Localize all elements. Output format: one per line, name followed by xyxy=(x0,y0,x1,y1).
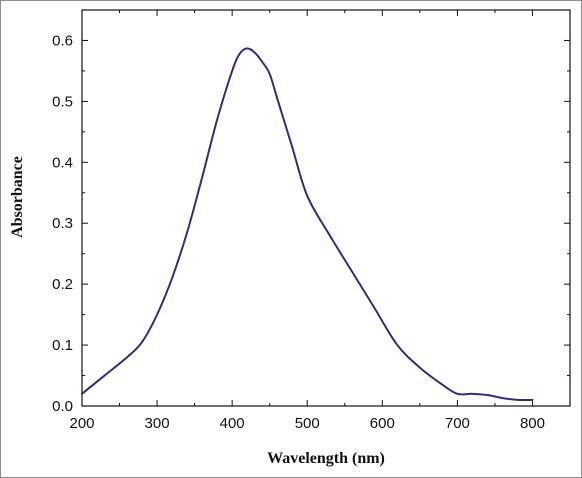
y-tick-label: 0.4 xyxy=(52,154,73,171)
tick-marks: 200 300 400 500 600 700 800 0.0 0.1 0.2 0.3 0.4 0.5 0… xyxy=(52,9,570,432)
absorbance-series-line xyxy=(81,47,534,402)
x-tick-label: 500 xyxy=(295,415,320,432)
y-tick-label: 0.0 xyxy=(52,398,73,415)
x-tick-label: 600 xyxy=(370,415,395,432)
x-tick-label: 700 xyxy=(445,415,470,432)
y-tick-label: 0.5 xyxy=(52,93,73,110)
x-tick-label: 400 xyxy=(220,415,245,432)
y-axis-label: Absorbance xyxy=(9,156,26,238)
y-tick-label: 0.2 xyxy=(52,276,73,293)
x-tick-label: 200 xyxy=(69,415,94,432)
y-tick-label: 0.3 xyxy=(52,215,73,232)
x-tick-label: 800 xyxy=(520,415,545,432)
x-axis-label: Wavelength (nm) xyxy=(267,450,385,467)
y-tick-label: 0.1 xyxy=(52,337,73,354)
plot-area-border xyxy=(81,9,571,407)
axes xyxy=(81,9,571,407)
series-layer xyxy=(81,47,534,402)
x-tick-label: 300 xyxy=(145,415,170,432)
y-tick-label: 0.6 xyxy=(52,32,73,49)
